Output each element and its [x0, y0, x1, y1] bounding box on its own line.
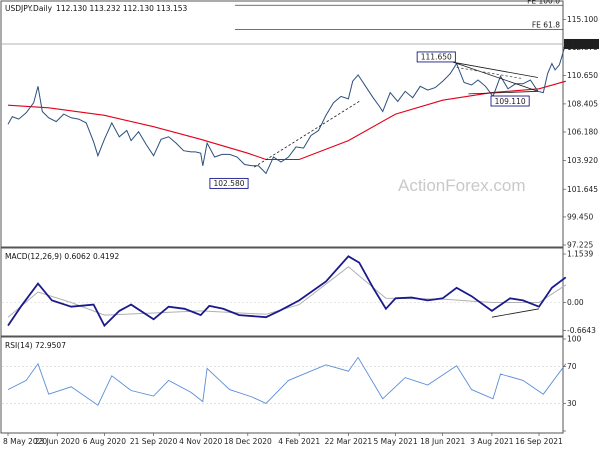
price-tick-label-5: 103.920 [567, 156, 598, 165]
fe-level-label-1: FE 61.8 [532, 21, 560, 30]
rsi-plot [2, 356, 567, 406]
macd-panel-title: MACD(12,26,9) 0.6062 0.4192 [5, 252, 119, 261]
macd-plot [2, 255, 567, 328]
x-tick-label-10: 3 Aug 2021 [470, 437, 513, 446]
fe-level-label-0: FE 100.0 [527, 0, 560, 5]
rsi-tick-label-1: 70 [567, 362, 577, 371]
current-price-badge [564, 38, 599, 49]
price-trendline-4 [456, 67, 524, 80]
axes: 115.100112.875110.650108.405106.180103.9… [3, 15, 599, 446]
x-tick-label-4: 4 Nov 2020 [179, 437, 222, 446]
price-trendline-1 [453, 61, 538, 78]
x-tick-label-8: 5 May 2021 [373, 437, 417, 446]
ohlc-readout: 112.130 113.232 112.130 113.153 [56, 4, 187, 13]
x-tick-label-11: 16 Sep 2021 [515, 437, 563, 446]
rsi-line [7, 356, 567, 406]
rsi-tick-label-0: 100 [567, 335, 582, 344]
x-tick-label-6: 4 Feb 2021 [278, 437, 320, 446]
x-tick-label-0: 8 May 2020 [3, 437, 47, 446]
current-price-label: 113.153 [566, 40, 597, 49]
x-tick-label-3: 21 Sep 2020 [130, 437, 178, 446]
price-tick-label-7: 99.450 [567, 213, 593, 222]
macd-line [7, 255, 567, 328]
macd-tick-label-2: -0.6643 [567, 326, 596, 335]
macd-panel [0, 247, 564, 337]
price-annotation-box-1 [416, 51, 456, 63]
price-annotation-box-2 [490, 95, 530, 107]
price-annotation-label-0: 102.580 [213, 179, 244, 188]
macd-trendline-0 [491, 308, 540, 318]
price-plot: FE 100.0 FE 61.8 102.580 111.650 109.110 [2, 0, 567, 189]
price-tick-label-3: 108.405 [567, 100, 598, 109]
x-tick-label-9: 18 Jun 2021 [420, 437, 465, 446]
x-tick-label-7: 22 Mar 2021 [325, 437, 373, 446]
price-annotation-box-0 [209, 177, 249, 189]
price-tick-label-6: 101.645 [567, 185, 598, 194]
price-annotation-label-1: 111.650 [421, 53, 452, 62]
watermark: ActionForex.com [398, 176, 526, 195]
symbol-label: USDJPY [5, 4, 33, 13]
price-trendline-3 [453, 61, 539, 92]
price-annotation-label-2: 109.110 [495, 97, 526, 106]
price-tick-label-8: 97.225 [567, 241, 593, 250]
rsi-panel-title: RSI(14) 72.9507 [5, 341, 66, 350]
price-line [7, 43, 567, 175]
price-tick-label-2: 110.650 [567, 71, 598, 80]
macd-tick-label-0: 1.1539 [567, 250, 593, 259]
rsi-tick-label-2: 30 [567, 399, 577, 408]
ma-line [7, 80, 566, 161]
timeframe-label: .Daily [31, 4, 53, 13]
price-panel [0, 0, 564, 248]
price-trendline-2 [468, 90, 538, 95]
x-tick-label-5: 18 Dec 2020 [224, 437, 272, 446]
macd-tick-label-1: 0.00 [567, 298, 584, 307]
x-tick-label-1: 23 Jun 2020 [35, 437, 80, 446]
price-tick-label-0: 115.100 [567, 15, 598, 24]
price-tick-label-4: 106.180 [567, 128, 598, 137]
x-tick-label-2: 6 Aug 2020 [83, 437, 126, 446]
price-panel-title: USDJPY.Daily 112.130 113.232 112.130 113.… [5, 4, 187, 13]
rsi-panel [0, 336, 564, 434]
